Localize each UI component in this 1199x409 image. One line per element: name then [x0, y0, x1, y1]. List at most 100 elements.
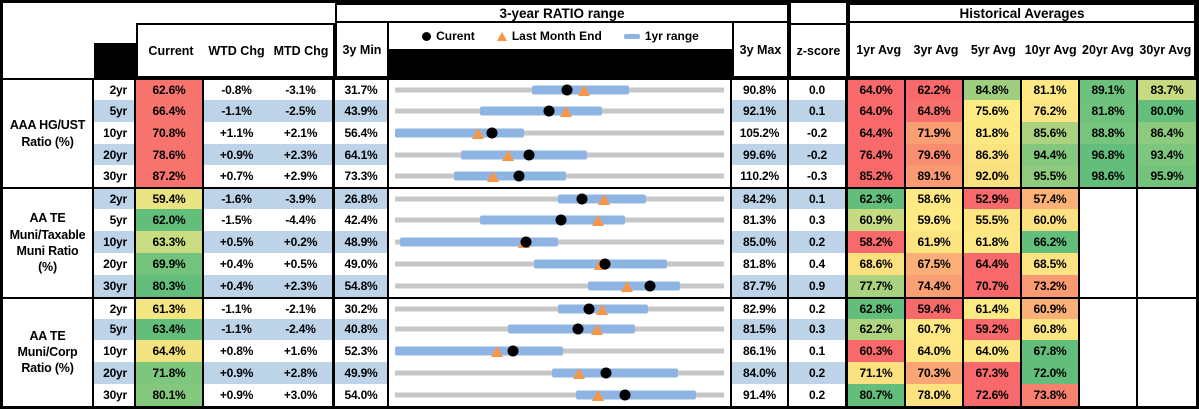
avg-cell — [1138, 231, 1196, 253]
range-bar-icon — [623, 33, 640, 39]
min-3y-cell: 31.7% — [335, 78, 389, 100]
range-1yr-bar — [576, 390, 696, 400]
avg-cell — [1080, 318, 1138, 341]
zscore-cell: 0.2 — [789, 384, 848, 406]
group-label-line: Muni/Taxable — [9, 227, 86, 242]
max-3y-cell: 110.2% — [732, 165, 789, 188]
avg-cell: 60.9% — [1022, 296, 1080, 319]
tenor-cell: 10yr — [94, 340, 136, 363]
avg-cell: 85.6% — [1022, 121, 1080, 144]
avg-cell — [1138, 296, 1196, 319]
avg-cell: 89.1% — [906, 165, 964, 188]
avg-cell: 62.2% — [848, 318, 906, 341]
black-fill-block — [94, 43, 136, 78]
avg-cell: 70.3% — [906, 362, 964, 385]
mtd-chg-cell: +1.6% — [269, 340, 335, 363]
wtd-chg-cell: -1.6% — [204, 187, 269, 210]
zscore-cell: 0.1 — [789, 187, 848, 210]
range-1yr-bar — [552, 368, 678, 378]
zscore-cell: 0.2 — [789, 362, 848, 385]
current-cell: 80.1% — [136, 384, 204, 406]
range-track-area — [395, 100, 724, 122]
last-month-triangle — [591, 324, 604, 336]
range-track-area — [395, 340, 724, 362]
wtd-chg-cell: -0.8% — [204, 78, 269, 100]
range-track-area — [395, 362, 724, 384]
last-month-triangle — [491, 346, 504, 358]
avg-cell: 64.4% — [964, 252, 1022, 275]
max-3y-cell: 81.8% — [732, 252, 789, 275]
current-dot — [619, 389, 631, 401]
range-track — [395, 392, 724, 398]
max-3y-cell: 81.5% — [732, 318, 789, 341]
avg-cell: 59.2% — [964, 318, 1022, 341]
range-track-area — [395, 189, 724, 209]
current-cell: 87.2% — [136, 165, 204, 188]
current-cell: 66.4% — [136, 99, 204, 122]
avg-cell: 79.6% — [906, 143, 964, 166]
max-column-header: 3y Max — [732, 23, 789, 78]
avg-cell: 76.2% — [1022, 99, 1080, 122]
min-3y-cell: 26.8% — [335, 187, 389, 210]
wtd-chg-cell: +0.9% — [204, 362, 269, 385]
tenor-cell: 2yr — [94, 78, 136, 100]
range-chart-cell — [389, 384, 732, 406]
range-chart-cell — [389, 121, 732, 144]
avg-cell: 77.7% — [848, 274, 906, 297]
avg-cell — [1080, 296, 1138, 319]
mtd-chg-cell: +2.3% — [269, 143, 335, 166]
range-chart-cell — [389, 318, 732, 341]
max-3y-cell: 87.7% — [732, 274, 789, 297]
avg-cell: 88.8% — [1080, 121, 1138, 144]
last-month-triangle — [591, 215, 604, 227]
avg-cell — [1080, 384, 1138, 406]
zscore-cell: 0.4 — [789, 252, 848, 275]
avg-cell: 66.2% — [1022, 231, 1080, 253]
avg-cell: 64.0% — [906, 340, 964, 363]
range-track-area — [395, 165, 724, 187]
range-section-title: 3-year RATIO range — [335, 3, 789, 23]
avg-cell: 62.3% — [848, 187, 906, 210]
range-track-area — [395, 144, 724, 166]
avg-cell — [1080, 274, 1138, 297]
avg-cell — [1138, 362, 1196, 385]
current-dot — [513, 170, 525, 182]
avg-cell: 62.2% — [906, 78, 964, 100]
avg-cell — [1080, 362, 1138, 385]
zscore-cell: 0.2 — [789, 296, 848, 319]
range-chart-cell — [389, 99, 732, 122]
range-track — [395, 283, 724, 289]
avg-cell: 61.8% — [964, 231, 1022, 253]
avg-cell: 89.1% — [1080, 78, 1138, 100]
group-label-line: Muni Ratio — [16, 243, 79, 258]
avg-cell: 61.9% — [906, 231, 964, 253]
mtd-chg-cell: -3.9% — [269, 187, 335, 210]
range-track — [395, 130, 724, 136]
avg-cell: 61.4% — [964, 296, 1022, 319]
current-dot — [507, 345, 519, 357]
range-1yr-bar — [399, 237, 559, 247]
mtd-chg-cell: +2.8% — [269, 362, 335, 385]
mtd-chg-column-header: MTD Chg — [273, 43, 329, 58]
mtd-chg-cell: +0.2% — [269, 231, 335, 253]
min-3y-cell: 42.4% — [335, 209, 389, 232]
legend-last-month: Last Month End — [496, 29, 602, 43]
tenor-cell: 10yr — [94, 231, 136, 253]
max-3y-cell: 91.4% — [732, 384, 789, 406]
avg-column-header: 10yr Avg — [1024, 42, 1077, 57]
avg-cell: 58.6% — [906, 187, 964, 210]
avg-cell — [1080, 187, 1138, 210]
range-track-area — [395, 384, 724, 406]
range-track-area — [395, 231, 724, 253]
current-cell: 62.6% — [136, 78, 204, 100]
zscore-cell: 0.9 — [789, 274, 848, 297]
avg-cell: 73.8% — [1022, 384, 1080, 406]
legend-1yr-range-label: 1yr range — [644, 29, 699, 43]
range-track-area — [395, 80, 724, 100]
max-3y-cell: 92.1% — [732, 99, 789, 122]
group-label-line: Ratio (%) — [21, 361, 74, 376]
current-dot — [486, 127, 498, 139]
avg-cell: 60.9% — [848, 209, 906, 232]
wtd-chg-cell: +0.4% — [204, 274, 269, 297]
max-3y-cell: 86.1% — [732, 340, 789, 363]
